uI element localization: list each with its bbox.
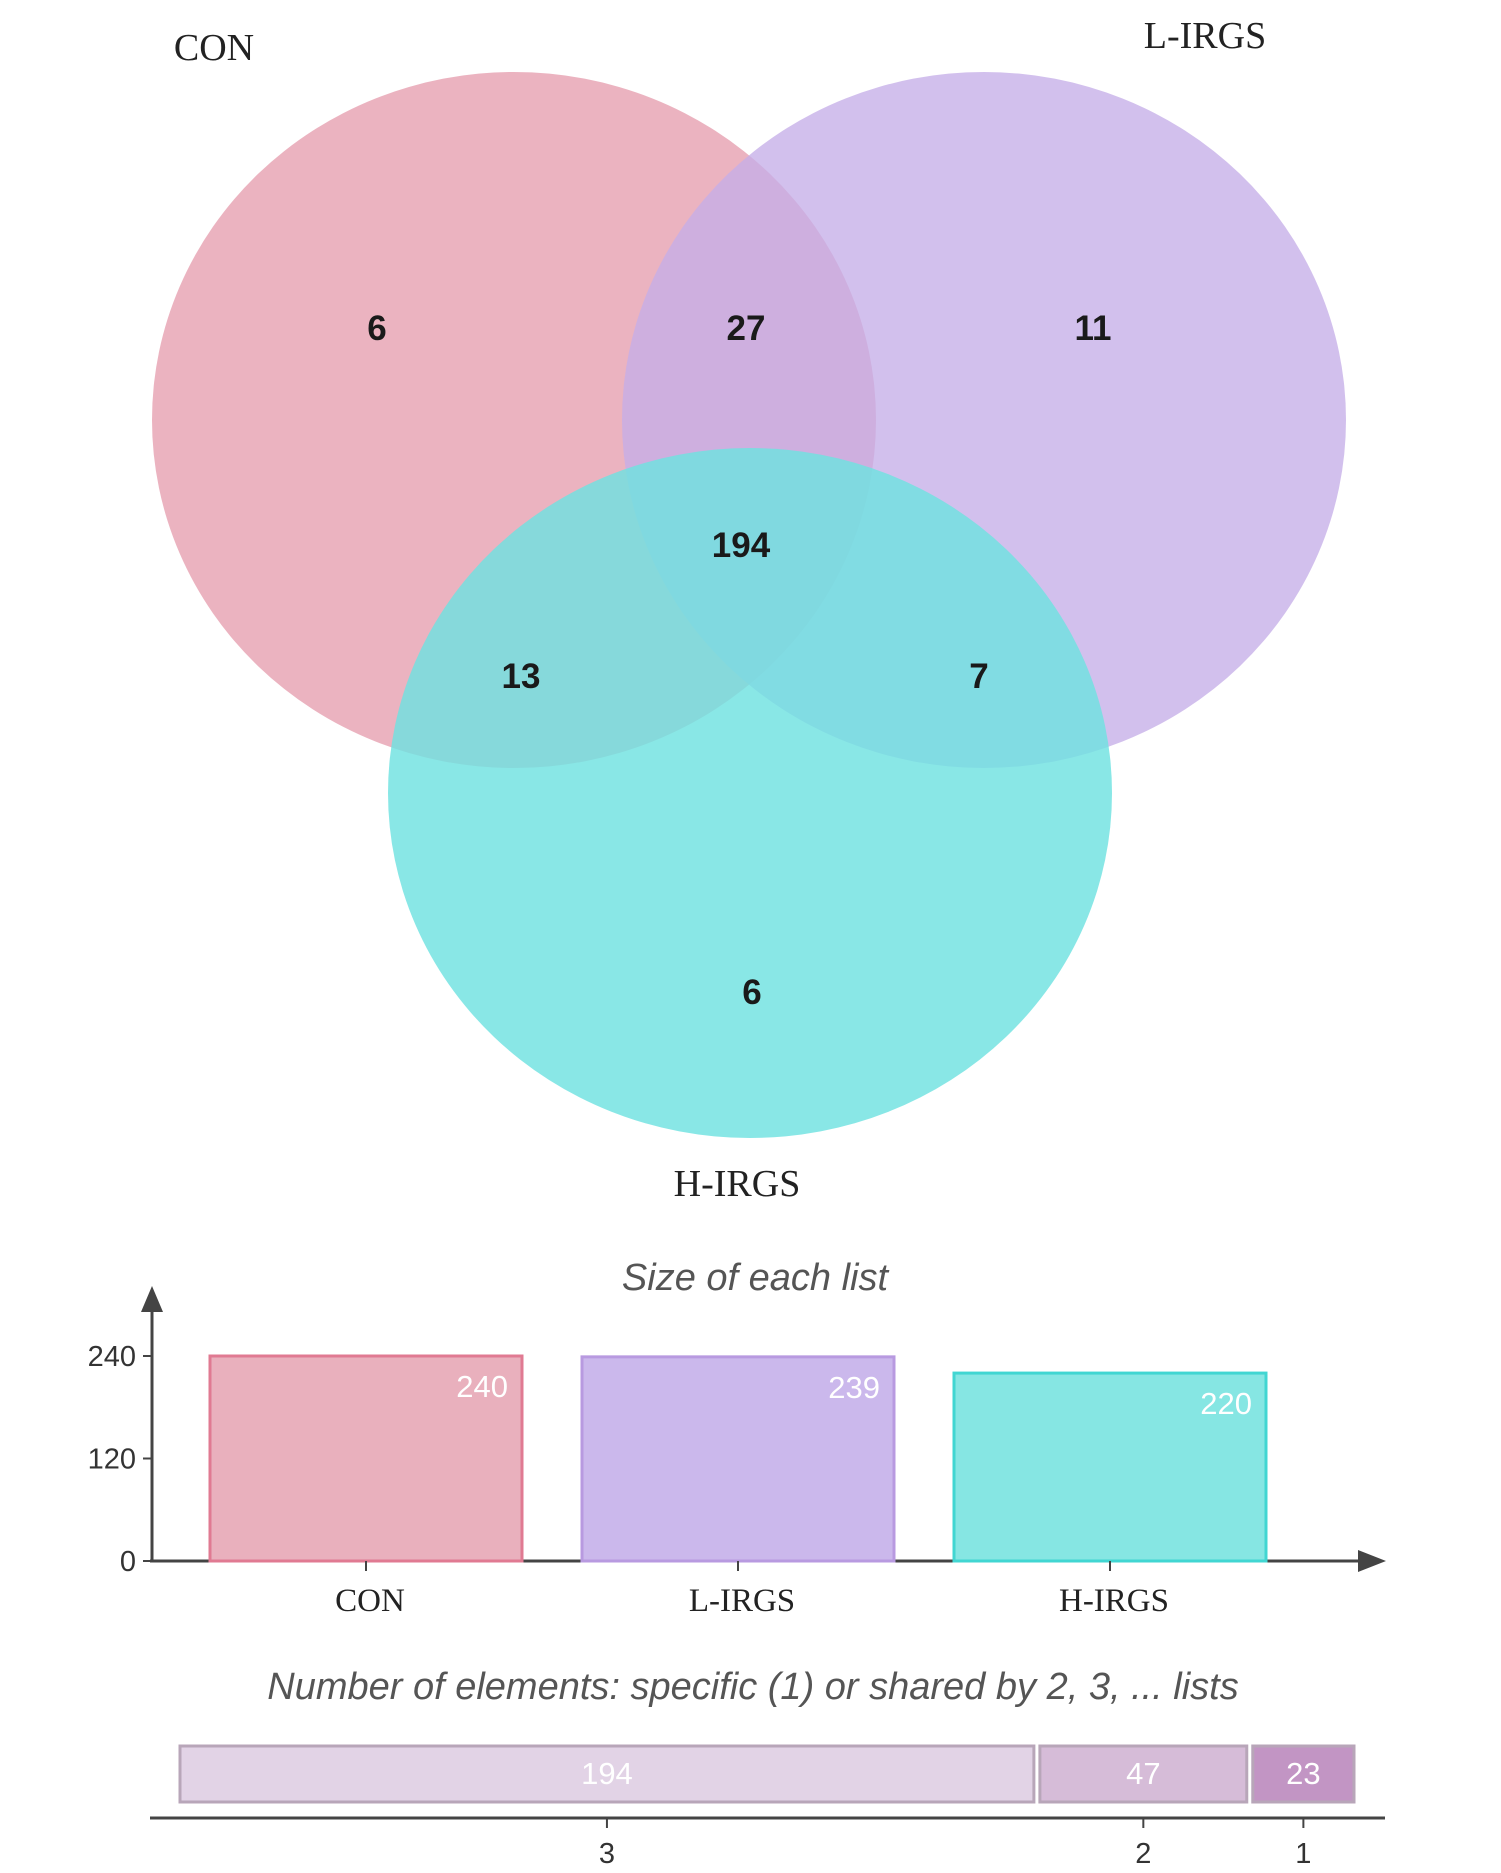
shared-tick-label: 2 — [1135, 1838, 1151, 1870]
shared-tick-label: 1 — [1295, 1838, 1311, 1870]
shared-segment-1 — [1251, 1744, 1356, 1804]
bar-value-label: 220 — [1200, 1386, 1252, 1421]
list-size-chart: Size of each list 0 120 240 240 CON 239 L-IRGS… — [88, 1257, 1386, 1619]
shared-tick-label: 3 — [599, 1838, 615, 1870]
bar-con — [208, 1354, 524, 1563]
venn-circle-h-irgs — [388, 448, 1112, 1138]
x-category-label: L-IRGS — [689, 1583, 795, 1619]
venn-set-label-con: CON — [174, 27, 254, 69]
shared-segment-value: 23 — [1286, 1756, 1320, 1791]
y-tick-label: 120 — [88, 1444, 136, 1476]
venn-region-con-l-irgs: 27 — [727, 309, 766, 348]
x-category-label: H-IRGS — [1059, 1583, 1169, 1619]
venn-set-label-l-irgs: L-IRGS — [1144, 15, 1266, 57]
venn-region-con-h-irgs: 13 — [502, 657, 541, 696]
venn-diagram: CON L-IRGS H-IRGS 6 11 6 27 13 7 194 — [152, 15, 1346, 1205]
shared-elements-chart-title: Number of elements: specific (1) or shar… — [267, 1666, 1239, 1708]
bar-value-label: 240 — [456, 1369, 508, 1404]
bar-h-irgs — [952, 1371, 1268, 1563]
list-size-chart-title: Size of each list — [622, 1257, 890, 1299]
venn-region-l-irgs-only: 11 — [1075, 309, 1112, 348]
x-axis-arrow — [1358, 1550, 1386, 1572]
y-axis-arrow — [141, 1286, 163, 1312]
bars-layer: 0 120 240 240 CON 239 L-IRGS 220 H-IRGS — [88, 1341, 1268, 1619]
venn-set-label-h-irgs: H-IRGS — [674, 1163, 801, 1205]
venn-region-all-three: 194 — [712, 526, 771, 565]
y-tick-label: 240 — [88, 1341, 136, 1373]
stack-layer: 194 3 47 2 23 1 — [178, 1744, 1356, 1870]
x-category-label: CON — [335, 1583, 405, 1619]
shared-segment-2 — [1038, 1744, 1249, 1804]
bar-value-label: 239 — [828, 1370, 880, 1405]
y-tick-label: 0 — [120, 1546, 136, 1578]
venn-region-con-only: 6 — [367, 309, 386, 348]
shared-elements-chart: Number of elements: specific (1) or shar… — [150, 1666, 1385, 1870]
bar-l-irgs — [580, 1355, 896, 1563]
shared-segment-3 — [178, 1744, 1036, 1804]
venn-region-h-irgs-only: 6 — [742, 973, 761, 1012]
shared-segment-value: 194 — [581, 1756, 633, 1791]
shared-segment-value: 47 — [1126, 1756, 1160, 1791]
venn-region-l-irgs-h-irgs: 7 — [969, 657, 988, 696]
